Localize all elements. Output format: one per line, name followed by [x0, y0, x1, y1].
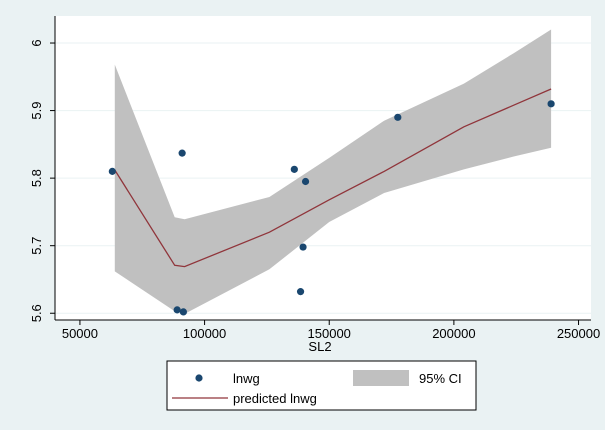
y-tick-label: 5.8 [29, 169, 44, 187]
data-point [108, 167, 116, 175]
x-axis: 50000 100000 150000 200000 250000 [55, 319, 600, 341]
data-point [301, 177, 310, 186]
data-point [547, 100, 555, 108]
data-point [296, 288, 305, 296]
legend-box [166, 360, 477, 411]
ci-band [114, 29, 552, 314]
fit-line [114, 88, 552, 268]
legend-points-marker [195, 374, 203, 382]
x-axis-label: SL2 [308, 339, 331, 354]
legend-ci-swatch [353, 370, 409, 386]
x-tick-label: 50000 [62, 326, 98, 341]
y-tick-label: 5.7 [29, 237, 44, 255]
data-point [179, 308, 187, 316]
legend-ci-label: 95% CI [419, 371, 462, 386]
y-tick-label: 6 [29, 39, 44, 46]
legend-points-label: lnwg [233, 371, 260, 386]
y-tick-label: 5.9 [29, 102, 44, 120]
x-tick-label: 100000 [183, 326, 226, 341]
legend: lnwg 95% CI predicted lnwg [166, 360, 477, 411]
x-tick-label: 250000 [557, 326, 600, 341]
y-axis: 5.6 5.7 5.8 5.9 6 [29, 16, 56, 322]
data-point [299, 243, 307, 251]
data-point [178, 149, 186, 157]
x-tick-label: 150000 [308, 326, 351, 341]
data-point [173, 306, 181, 314]
data-point [394, 113, 402, 121]
legend-fit-label: predicted lnwg [233, 391, 317, 406]
y-tick-label: 5.6 [29, 304, 44, 322]
scatter-points [108, 100, 555, 316]
data-point [290, 165, 298, 173]
x-tick-label: 200000 [432, 326, 475, 341]
